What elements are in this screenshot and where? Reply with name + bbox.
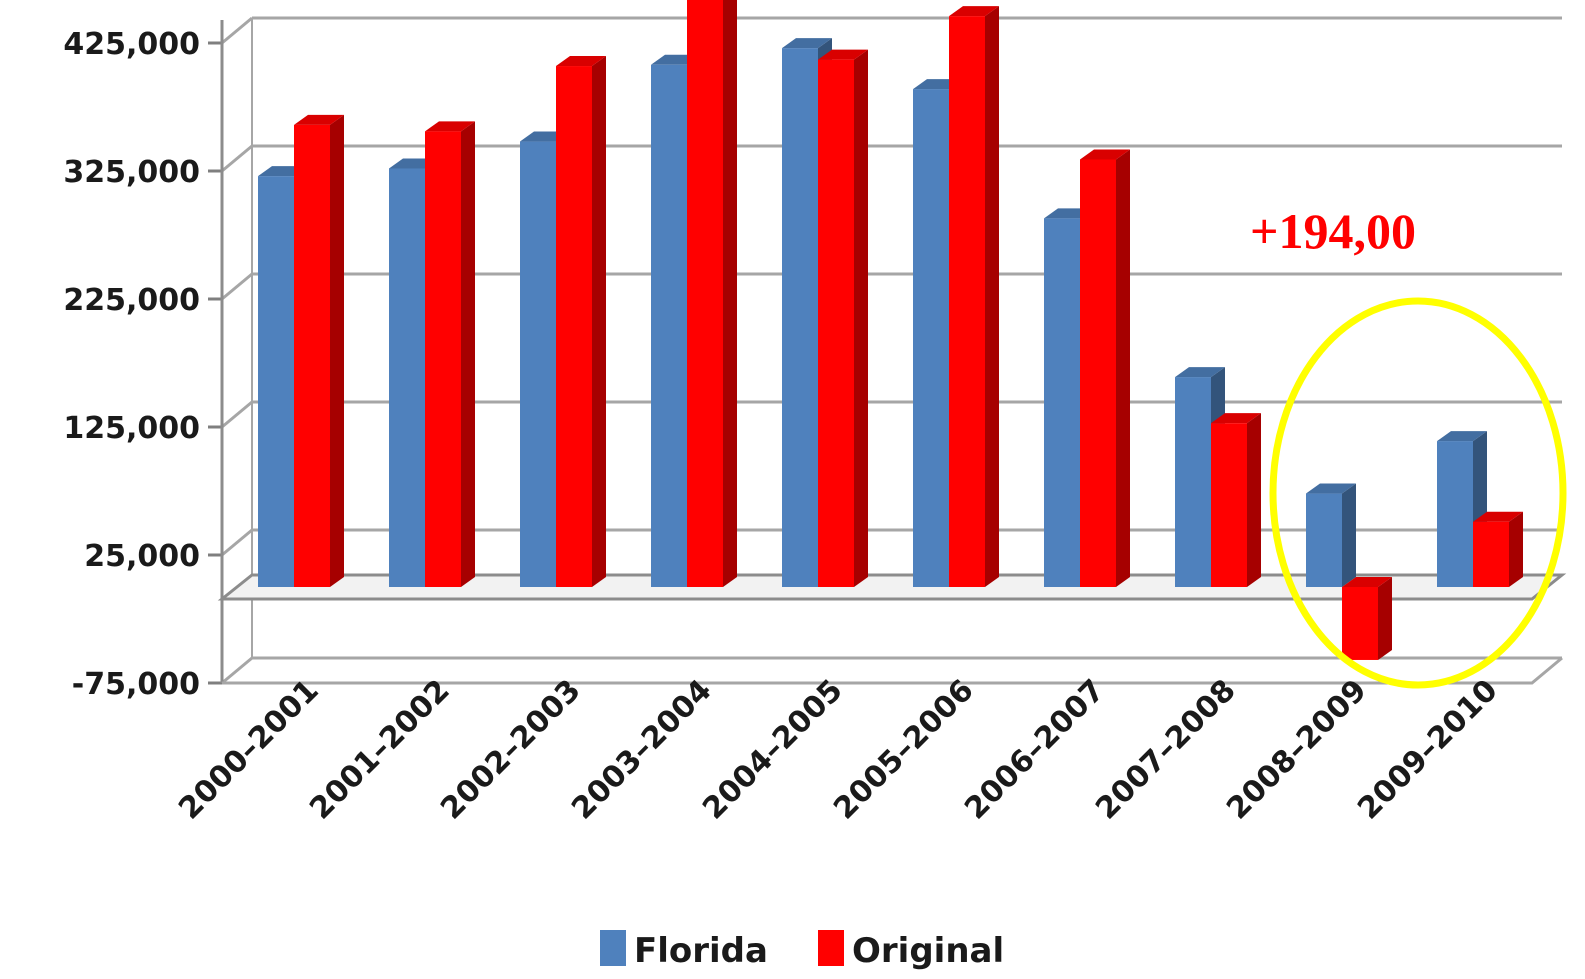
bar-side — [723, 0, 737, 587]
gridline-side — [221, 528, 253, 557]
bar-front — [1044, 218, 1080, 588]
bar-front — [1080, 159, 1116, 588]
bar-top — [782, 38, 832, 49]
gridline-side — [221, 144, 253, 173]
x-tick-label: 2006–2007 — [958, 673, 1111, 826]
bar-original-0 — [294, 114, 344, 588]
bar-top — [1175, 367, 1225, 378]
bar-front — [294, 124, 330, 588]
bar-front — [425, 131, 461, 587]
bar-side — [1116, 149, 1130, 588]
bar-front — [782, 48, 818, 588]
bar-front — [556, 66, 592, 588]
bar-top — [1211, 413, 1261, 424]
bar-original-6 — [1080, 149, 1130, 588]
x-tick-label: 2003–2004 — [565, 673, 718, 826]
bar-front — [651, 64, 687, 587]
y-tick-label: -75,000 — [72, 667, 200, 702]
x-tick-label: 2007–2008 — [1089, 673, 1242, 826]
bar-side — [461, 121, 475, 587]
bar-front — [818, 59, 854, 587]
x-axis-ticks: 2000–20012001–20022002–20032003–20042004… — [172, 673, 1504, 826]
bar-side — [985, 6, 999, 588]
y-tick-label: 125,000 — [63, 411, 200, 446]
legend-swatch-florida — [600, 930, 626, 966]
bottom-frame — [222, 656, 1563, 685]
bar-side — [1378, 577, 1392, 660]
x-tick-label: 2008–2009 — [1220, 673, 1373, 826]
legend-swatch-original — [818, 930, 844, 966]
bar-top — [949, 6, 999, 17]
bar-side — [592, 56, 606, 588]
bar-front — [258, 176, 294, 587]
bar-top — [294, 114, 344, 125]
y-tick-label: 325,000 — [63, 155, 200, 190]
bar-top — [1342, 577, 1392, 587]
y-axis-ticks: 425,000 325,000 225,000 125,000 25,000 -75,00… — [63, 27, 200, 702]
x-tick-label: 2009–2010 — [1351, 673, 1504, 826]
bar-top — [1080, 149, 1130, 160]
gridline-side — [221, 656, 253, 685]
highlight-ellipse — [1269, 297, 1567, 689]
legend-label-florida: Florida — [634, 931, 768, 971]
bar-original-8 — [1342, 577, 1392, 660]
y-tick-label: 425,000 — [63, 27, 200, 62]
bar-side — [330, 114, 344, 588]
bar-front — [1473, 521, 1509, 587]
bar-top — [1306, 483, 1356, 494]
bar-original-2 — [556, 56, 606, 588]
bar-front — [1306, 493, 1342, 587]
bars — [258, 0, 1523, 660]
annotation: +194,00 — [1250, 203, 1567, 689]
x-tick-label: 2005–2006 — [827, 673, 980, 826]
bar-side — [854, 49, 868, 587]
bar-original-1 — [425, 121, 475, 587]
bar-front — [389, 168, 425, 587]
annotation-label: +194,00 — [1250, 203, 1416, 259]
bar-front — [949, 16, 985, 588]
bar-top — [556, 56, 606, 67]
x-tick-label: 2004–2005 — [696, 673, 849, 826]
bar-front — [687, 0, 723, 587]
bar-top — [425, 121, 475, 132]
bar-florida-8 — [1306, 483, 1356, 587]
gridline-side — [221, 16, 253, 45]
gridline-side — [221, 272, 253, 301]
bar-top — [1473, 511, 1523, 522]
bar-original-7 — [1211, 413, 1261, 587]
y-tick-label: 225,000 — [63, 283, 200, 318]
bar-side — [1509, 511, 1523, 587]
x-tick-label: 2001–2002 — [303, 673, 456, 826]
x-tick-label: 2002–2003 — [434, 673, 587, 826]
bar-top — [818, 49, 868, 60]
gridline-side — [221, 400, 253, 429]
bar-front — [913, 89, 949, 587]
bar-side — [1247, 413, 1261, 587]
legend: Florida Original — [600, 930, 1004, 971]
y-tick-label: 25,000 — [84, 539, 200, 574]
bar-front — [1175, 377, 1211, 587]
bar-original-4 — [818, 49, 868, 587]
bar-side — [1342, 483, 1356, 587]
bar-original-3 — [687, 0, 737, 587]
bar-original-5 — [949, 6, 999, 588]
bar-top — [1437, 431, 1487, 442]
legend-label-original: Original — [852, 931, 1004, 971]
bar-front — [520, 141, 556, 587]
bar-front — [1211, 423, 1247, 587]
bar-front — [1437, 441, 1473, 587]
bar-front — [1342, 587, 1378, 660]
bar-original-9 — [1473, 511, 1523, 587]
